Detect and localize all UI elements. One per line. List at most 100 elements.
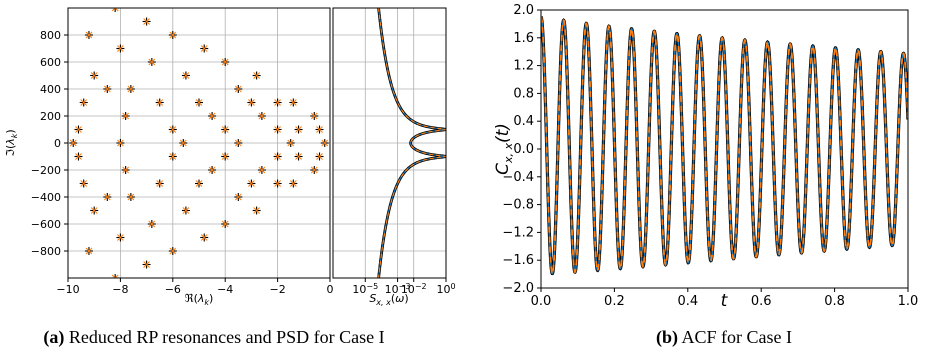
scatter-points	[69, 8, 329, 278]
scatter-point-x	[182, 72, 190, 79]
scatter-y-tick-label: −600	[31, 218, 61, 231]
scatter-y-tick-label: 800	[40, 29, 61, 42]
acf-y-tick-label: 1.2	[513, 59, 534, 74]
scatter-point-x	[295, 126, 302, 133]
acf-y-tick-label: −1.2	[502, 225, 534, 240]
scatter-point-x	[258, 112, 266, 120]
scatter-point-x	[289, 99, 297, 106]
scatter-point-x	[287, 139, 295, 147]
scatter-y-tick-label: 200	[40, 110, 61, 123]
scatter-point-x	[111, 8, 119, 12]
scatter-point-x	[143, 18, 150, 25]
scatter-point-x	[90, 72, 98, 79]
caption-a-label: (a)	[43, 327, 64, 348]
acf-y-ticks: −2.0 −1.6 −1.2 −0.8 −0.4 0.0 0.4 0.8 1.2 1.6 2.0	[502, 3, 541, 296]
scatter-point-x	[85, 247, 93, 255]
scatter-point-x	[103, 85, 111, 93]
psd-gridlines	[333, 8, 447, 278]
scatter-point-x	[143, 261, 150, 268]
scatter-y-tick-label: 0	[54, 137, 61, 150]
scatter-point-x	[221, 126, 229, 133]
acf-y-tick-label: −1.6	[502, 253, 534, 268]
scatter-point-x	[295, 153, 302, 160]
scatter-y-tick-label: 600	[40, 56, 61, 69]
scatter-point-x	[316, 126, 323, 133]
scatter-point-x	[148, 220, 156, 228]
scatter-point-x	[80, 180, 88, 187]
psd-series-line-2	[378, 8, 446, 278]
scatter-point-x	[69, 139, 77, 147]
scatter-point-x	[195, 180, 203, 187]
scatter-x-tick-label: −8	[112, 283, 128, 296]
scatter-x-ticks: −10 −8 −6 −4 −2 0	[56, 278, 334, 296]
acf-y-tick-label: −0.4	[502, 170, 534, 185]
scatter-point-x	[169, 126, 177, 133]
scatter-point-x	[169, 31, 177, 39]
acf-x-tick-label: 0.4	[677, 294, 698, 309]
psd-x-axis-label: Sx, x(ω)	[369, 292, 408, 307]
scatter-point-x	[80, 99, 88, 106]
acf-y-tick-label: 0.0	[513, 142, 534, 157]
psd-x-tick-label: 100	[436, 282, 455, 296]
scatter-point-x	[221, 58, 229, 66]
scatter-point-x	[289, 180, 297, 187]
scatter-x-tick-label: −2	[269, 283, 285, 296]
scatter-point-x	[122, 112, 130, 120]
scatter-point-x	[274, 99, 281, 106]
scatter-point-x	[208, 166, 216, 174]
scatter-x-tick-label: −6	[165, 283, 181, 296]
scatter-point-x	[200, 45, 208, 52]
scatter-point-x	[169, 247, 177, 255]
scatter-point-x	[182, 207, 190, 214]
scatter-point-plus	[111, 8, 120, 12]
acf-y-axis-label: Cx, x(t)	[493, 123, 515, 175]
scatter-point-x	[127, 193, 135, 201]
scatter-point-x	[221, 153, 229, 160]
scatter-point-x	[310, 112, 318, 120]
acf-y-tick-label: 0.8	[513, 86, 534, 101]
acf-x-tick-label: 0.2	[604, 294, 625, 309]
acf-x-ticks: 0.0 0.2 0.4 0.6 0.8 1.0	[531, 288, 918, 309]
scatter-point-x	[200, 234, 208, 241]
scatter-point-x	[111, 274, 119, 278]
scatter-y-tick-label: −400	[31, 191, 61, 204]
scatter-point-x	[316, 153, 323, 160]
scatter-point-x	[274, 126, 281, 133]
psd-frame	[332, 7, 447, 279]
scatter-point-x	[248, 99, 255, 106]
scatter-point-x	[195, 99, 203, 106]
psd-x-tick-label: 10−3	[385, 282, 411, 296]
scatter-y-tick-label: 400	[40, 83, 61, 96]
scatter-point-x	[310, 166, 318, 174]
acf-plot: 0.0 0.2 0.4 0.6 0.8 1.0 −2.0 −1.6 −1.2 −0.8 −0.4 0…	[493, 3, 918, 311]
psd-x-tick-label: 10−2	[401, 282, 427, 296]
scatter-point-x	[179, 139, 187, 147]
scatter-point-x	[85, 31, 93, 39]
scatter-point-x	[221, 220, 229, 228]
acf-y-tick-label: 2.0	[513, 3, 534, 18]
psd-plot: 10−5 10−310−2 100 Sx, x(ω)	[332, 7, 456, 307]
scatter-point-plus	[111, 274, 120, 278]
scatter-x-tick-label: −4	[217, 283, 233, 296]
acf-x-axis-label: t	[721, 291, 729, 311]
psd-lines	[377, 8, 446, 278]
acf-y-tick-label: 1.6	[513, 31, 534, 46]
scatter-point-x	[321, 139, 329, 147]
scatter-x-tick-label: −10	[56, 283, 79, 296]
scatter-point-x	[103, 193, 111, 201]
acf-lines	[541, 15, 908, 276]
caption-b-text: ACF for Case I	[678, 327, 792, 347]
acf-y-tick-label: −0.8	[502, 198, 534, 213]
scatter-y-ticks: −800 −600 −400 −200 0 200 400 600 800	[31, 29, 68, 258]
scatter-point-x	[253, 207, 261, 214]
scatter-y-tick-label: −200	[31, 164, 61, 177]
scatter-point-x	[274, 153, 281, 160]
scatter-point-x	[90, 207, 98, 214]
caption-a-text: Reduced RP resonances and PSD for Case I	[64, 327, 384, 347]
scatter-point-x	[148, 58, 156, 66]
scatter-point-x	[248, 180, 255, 187]
scatter-x-axis-label: ℜ(λk)	[185, 292, 214, 307]
scatter-point-x	[234, 85, 242, 93]
scatter-point-x	[156, 180, 164, 187]
